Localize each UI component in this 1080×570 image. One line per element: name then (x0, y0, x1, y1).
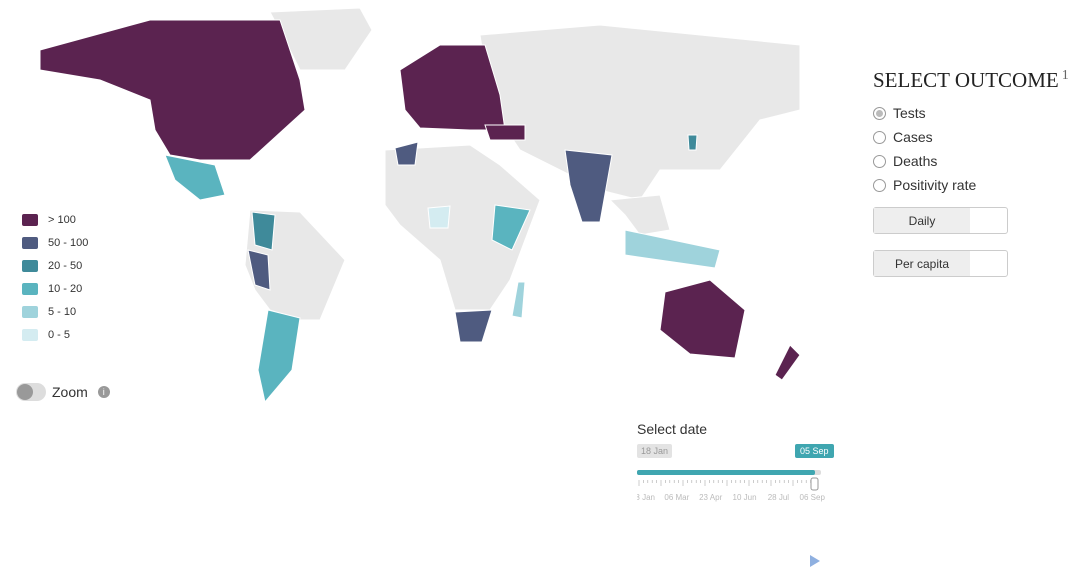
morocco (394, 141, 419, 166)
start-date: 18 Jan (637, 444, 673, 458)
legend-item: 50 - 100 (22, 231, 88, 254)
legend-item: 0 - 5 (22, 323, 88, 346)
zoom-label: Zoom (52, 384, 88, 400)
legend-swatch (22, 236, 38, 249)
new-zealand (774, 344, 801, 381)
legend: > 100 50 - 100 20 - 50 10 - 20 5 - 10 0 - 5 (22, 208, 88, 346)
zoom-toggle[interactable] (16, 383, 46, 401)
radio-dot (873, 178, 886, 192)
tick-label: 28 Jul (768, 493, 790, 502)
tick-label: 06 Mar (664, 493, 689, 502)
outcome-panel: SELECT OUTCOME 1 Tests Cases Deaths Positivi… (873, 68, 1069, 277)
slider-title: Select date (637, 421, 708, 437)
legend-swatch (22, 305, 38, 318)
turkey (484, 124, 526, 141)
peru (247, 249, 271, 291)
legend-item: 10 - 20 (22, 277, 88, 300)
outcome-title: SELECT OUTCOME (873, 68, 1059, 92)
current-date: 05 Sep (795, 444, 834, 458)
zoom-control: Zoom i (16, 383, 110, 401)
tick-label: 18 Jan (637, 493, 655, 502)
date-slider: Select date 18 Jan 05 Sep 18 Jan 06 Mar 23… (637, 421, 837, 570)
legend-swatch (22, 213, 38, 226)
korea (687, 134, 698, 151)
radio-dot (873, 154, 886, 168)
legend-item: 5 - 10 (22, 300, 88, 323)
legend-swatch (22, 259, 38, 272)
tick-label: 06 Sep (800, 493, 826, 502)
legend-swatch (22, 328, 38, 341)
radio-option[interactable]: Positivity rate (873, 173, 1069, 197)
tick-label: 10 Jun (733, 493, 757, 502)
radio-dot (873, 130, 886, 144)
toggle-button[interactable]: Per capita (873, 250, 1008, 277)
toggle-button[interactable]: Daily (873, 207, 1008, 234)
radio-option[interactable]: Tests (873, 101, 1069, 125)
legend-label: 5 - 10 (48, 305, 77, 318)
footnote: 1 (1061, 68, 1069, 83)
india (564, 149, 613, 223)
handle (810, 477, 819, 491)
legend-label: 10 - 20 (48, 282, 83, 295)
track-fill (637, 470, 815, 475)
radio-label: Tests (893, 105, 926, 121)
colombia (251, 211, 276, 251)
south-africa (454, 309, 493, 343)
slider-track[interactable]: 18 Jan 06 Mar 23 Apr 10 Jun 28 Jul 06 Sep (637, 466, 837, 570)
radio-label: Positivity rate (893, 177, 977, 193)
europe (399, 44, 506, 131)
legend-label: 50 - 100 (48, 236, 89, 249)
outcome-options: Tests Cases Deaths Positivity rate (873, 101, 1069, 197)
indonesia (624, 229, 721, 269)
mexico (164, 154, 226, 201)
argentina-chile (257, 309, 301, 404)
radio-dot (873, 106, 886, 120)
australia (659, 279, 746, 359)
info-icon[interactable]: i (97, 386, 110, 398)
radio-label: Cases (893, 129, 933, 145)
nigeria (427, 205, 451, 229)
radio-option[interactable]: Deaths (873, 149, 1069, 173)
toggle-label: Per capita (874, 251, 970, 276)
madagascar (511, 281, 526, 319)
radio-option[interactable]: Cases (873, 125, 1069, 149)
legend-label: 20 - 50 (48, 259, 83, 272)
north-america (39, 19, 306, 161)
russia-asia (479, 24, 801, 201)
play-button[interactable] (810, 555, 820, 567)
legend-label: 0 - 5 (48, 328, 71, 341)
legend-label: > 100 (48, 213, 76, 226)
toggle-label: Daily (874, 208, 970, 233)
legend-swatch (22, 282, 38, 295)
legend-item: > 100 (22, 208, 88, 231)
tick-label: 23 Apr (699, 493, 722, 502)
ethiopia (491, 204, 531, 251)
page: > 100 50 - 100 20 - 50 10 - 20 5 - 10 0 - 5 Z… (16, 7, 1069, 567)
world-map (39, 7, 801, 404)
southeast-asia (608, 194, 671, 236)
radio-label: Deaths (893, 153, 938, 169)
legend-item: 20 - 50 (22, 254, 88, 277)
toggles: Daily Per capita (873, 207, 1069, 277)
